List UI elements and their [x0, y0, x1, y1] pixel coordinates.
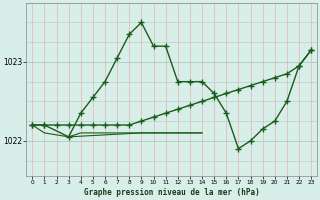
X-axis label: Graphe pression niveau de la mer (hPa): Graphe pression niveau de la mer (hPa)	[84, 188, 260, 197]
